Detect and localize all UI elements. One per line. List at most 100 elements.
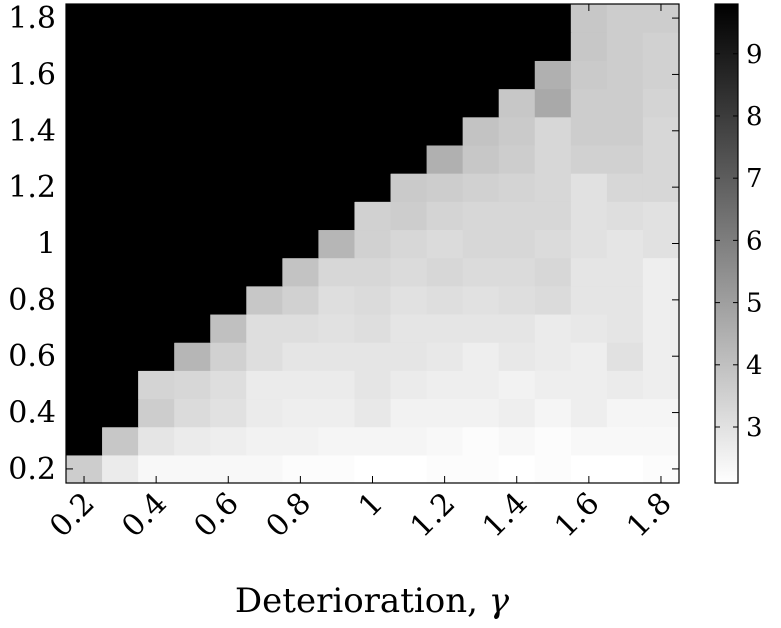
- heatmap-cell: [246, 257, 283, 287]
- heatmap-cell: [462, 173, 500, 202]
- heatmap-cell: [498, 285, 536, 315]
- heatmap-cell: [138, 370, 175, 400]
- heatmap-cell: [66, 257, 103, 287]
- heatmap-cell: [102, 398, 139, 428]
- heatmap-cell: [246, 173, 283, 202]
- heatmap-cell: [282, 229, 320, 259]
- heatmap-cell: [174, 88, 211, 118]
- heatmap-cell: [462, 144, 500, 174]
- colorbar-tick-label: 8: [746, 102, 763, 132]
- heatmap-cell: [426, 370, 464, 400]
- heatmap-cell: [426, 173, 464, 202]
- heatmap-cell: [318, 229, 356, 259]
- heatmap-cell: [426, 60, 464, 90]
- heatmap-cell: [534, 88, 572, 118]
- heatmap-cell: [606, 229, 644, 259]
- heatmap-cell: [390, 201, 428, 231]
- heatmap-cell: [138, 144, 175, 174]
- heatmap-cell: [498, 398, 536, 428]
- y-tick-label: 1.8: [8, 1, 56, 36]
- heatmap-cell: [354, 201, 392, 231]
- heatmap-cell: [66, 201, 103, 231]
- heatmap-cell: [210, 60, 247, 90]
- heatmap-cell: [534, 32, 572, 61]
- heatmap-cell: [102, 201, 139, 231]
- heatmap-cell: [174, 144, 211, 174]
- heatmap-cell: [498, 229, 536, 259]
- heatmap-cell: [318, 60, 356, 90]
- heatmap-cell: [210, 370, 247, 400]
- heatmap-cell: [570, 229, 608, 259]
- heatmap-cell: [606, 257, 644, 287]
- heatmap-cell: [498, 116, 536, 146]
- heatmap-cell: [462, 257, 500, 287]
- heatmap-cell: [570, 60, 608, 90]
- heatmap-cell: [390, 257, 428, 287]
- heatmap-cell: [534, 229, 572, 259]
- heatmap-cell: [102, 144, 139, 174]
- heatmap-cell: [606, 4, 644, 33]
- heatmap-cell: [642, 32, 680, 61]
- heatmap-cell: [390, 426, 428, 456]
- heatmap-cell: [498, 144, 536, 174]
- heatmap-cells: [66, 4, 680, 484]
- heatmap-cell: [102, 4, 139, 33]
- heatmap-cell: [390, 313, 428, 343]
- heatmap-cell: [174, 398, 211, 428]
- heatmap-cell: [354, 32, 392, 61]
- heatmap-cell: [210, 398, 247, 428]
- heatmap-cell: [282, 32, 320, 61]
- heatmap-cell: [426, 88, 464, 118]
- heatmap-cell: [102, 173, 139, 202]
- heatmap-cell: [390, 4, 428, 33]
- heatmap-cell: [318, 201, 356, 231]
- heatmap-cell: [534, 257, 572, 287]
- heatmap-cell: [66, 88, 103, 118]
- heatmap-cell: [426, 201, 464, 231]
- heatmap-cell: [318, 285, 356, 315]
- colorbar-tick-label: 7: [746, 164, 763, 194]
- heatmap-cell: [246, 426, 283, 456]
- heatmap-cell: [606, 201, 644, 231]
- colorbar-tick-label: 6: [746, 226, 763, 256]
- heatmap-cell: [102, 342, 139, 371]
- y-tick-label: 0.2: [8, 452, 56, 487]
- heatmap-cell: [174, 313, 211, 343]
- heatmap-cell: [498, 88, 536, 118]
- heatmap-cell: [462, 285, 500, 315]
- heatmap-cell: [390, 173, 428, 202]
- heatmap-cell: [246, 370, 283, 400]
- heatmap-cell: [606, 144, 644, 174]
- heatmap-cell: [318, 32, 356, 61]
- heatmap-cell: [354, 144, 392, 174]
- heatmap-cell: [138, 313, 175, 343]
- heatmap-cell: [606, 32, 644, 61]
- colorbar-tick-label: 5: [746, 289, 763, 319]
- heatmap-cell: [426, 32, 464, 61]
- heatmap-cell: [534, 313, 572, 343]
- heatmap-cell: [534, 201, 572, 231]
- heatmap-cell: [138, 32, 175, 61]
- heatmap-cell: [102, 285, 139, 315]
- heatmap-cell: [462, 454, 500, 484]
- heatmap-cell: [318, 313, 356, 343]
- heatmap-cell: [426, 398, 464, 428]
- heatmap-cell: [354, 285, 392, 315]
- heatmap-cell: [534, 144, 572, 174]
- heatmap-cell: [426, 257, 464, 287]
- heatmap-cell: [426, 426, 464, 456]
- x-tick-label: 1.6: [548, 486, 606, 544]
- heatmap-cell: [606, 88, 644, 118]
- heatmap-cell: [138, 201, 175, 231]
- heatmap-cell: [102, 88, 139, 118]
- heatmap-cell: [606, 60, 644, 90]
- heatmap-cell: [354, 173, 392, 202]
- heatmap-cell: [282, 88, 320, 118]
- heatmap-cell: [66, 144, 103, 174]
- heatmap-cell: [390, 285, 428, 315]
- heatmap-cell: [570, 426, 608, 456]
- heatmap-cell: [498, 370, 536, 400]
- heatmap-cell: [390, 370, 428, 400]
- y-tick-label: 1.6: [8, 57, 56, 92]
